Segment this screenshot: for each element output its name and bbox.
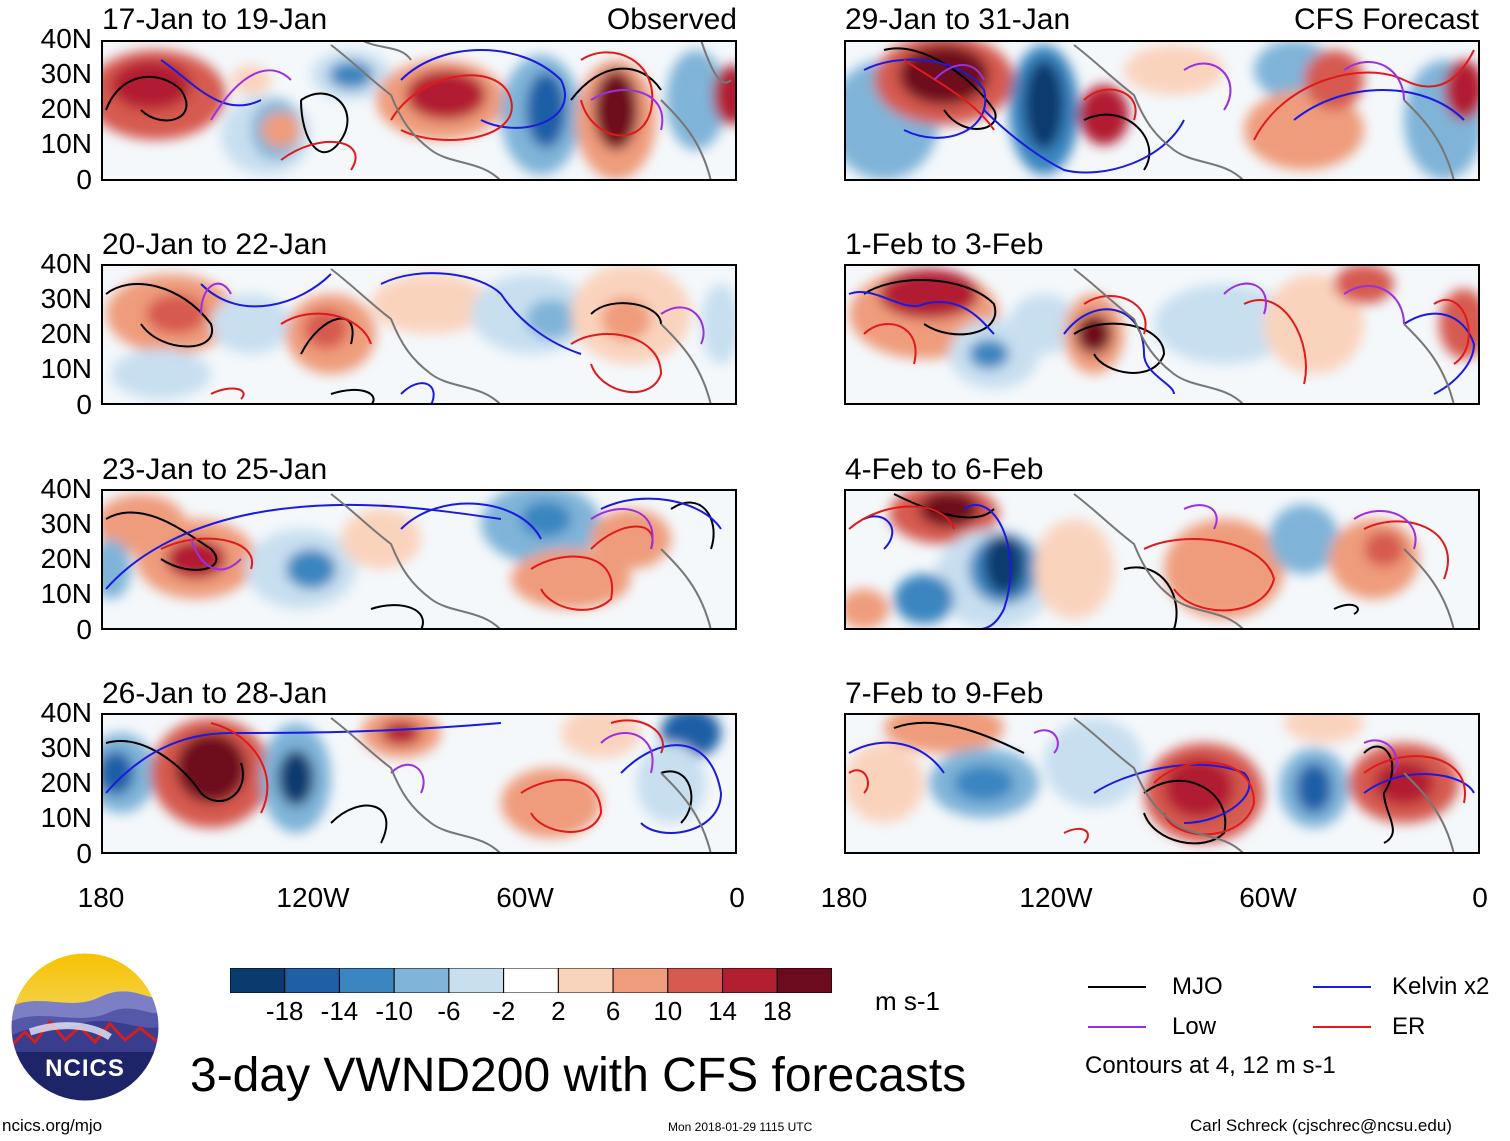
panel-tag-cfs-forecast: CFS Forecast (1293, 3, 1479, 36)
y-tick: 20N (40, 543, 92, 574)
y-tick: 40N (40, 23, 92, 54)
y-tick: 30N (40, 508, 92, 539)
panel-title-r1: 1-Feb to 3-Feb (845, 228, 1044, 261)
colorbar-swatch (338, 968, 395, 993)
footer-url: ncics.org/mjo (2, 1116, 103, 1135)
x-tick: 120W (276, 882, 350, 913)
x-tick: 0 (1472, 882, 1488, 913)
map-panel-l1 (101, 264, 737, 405)
legend-line-er (1313, 1026, 1371, 1028)
colorbar-swatch (667, 968, 724, 993)
x-tick: 180 (77, 882, 125, 913)
panel-title-l3: 26-Jan to 28-Jan (102, 677, 328, 710)
legend-line-kelvin (1313, 986, 1371, 988)
colorbar-label: 2 (551, 996, 566, 1026)
colorbar-label: -6 (437, 996, 461, 1026)
panel-tag-observed: Observed (606, 3, 737, 36)
colorbar-label: -10 (375, 996, 413, 1026)
y-tick: 20N (40, 93, 92, 124)
y-tick: 40N (40, 697, 92, 728)
map-panel-r0 (844, 40, 1480, 181)
colorbar-swatch (557, 968, 614, 993)
y-tick: 0 (76, 614, 92, 645)
footer-author: Carl Schreck (cjschrec@ncsu.edu) (1190, 1116, 1452, 1135)
colorbar-swatch (284, 968, 340, 993)
y-tick: 40N (40, 473, 92, 504)
colorbar-swatch (230, 968, 286, 993)
map-panel-r1 (844, 264, 1480, 405)
map-panel-l3 (101, 713, 737, 854)
x-tick: 0 (729, 882, 745, 913)
legend-label-low: Low (1172, 1013, 1217, 1040)
colorbar-label: -14 (320, 996, 359, 1026)
x-tick: 120W (1019, 882, 1093, 913)
map-panel-l0 (101, 40, 737, 181)
y-tick: 10N (40, 128, 92, 159)
legend-line-low (1088, 1026, 1146, 1028)
y-tick: 0 (76, 838, 92, 869)
colorbar-label: -18 (265, 996, 304, 1026)
y-tick: 0 (76, 389, 92, 420)
x-tick: 60W (1239, 882, 1297, 913)
map-panel-r3 (844, 713, 1480, 854)
panel-title-r2: 4-Feb to 6-Feb (845, 453, 1044, 486)
colorbar-swatch (503, 968, 559, 993)
map-panel-r2 (844, 489, 1480, 630)
panel-title-r3: 7-Feb to 9-Feb (845, 677, 1044, 710)
y-tick: 20N (40, 767, 92, 798)
page-title: 3-day VWND200 with CFS forecasts (190, 1049, 967, 1102)
y-tick: 10N (40, 578, 92, 609)
legend-line-mjo (1088, 986, 1146, 988)
panel-title-l1: 20-Jan to 22-Jan (102, 228, 328, 261)
colorbar (230, 968, 832, 993)
colorbar-swatch (722, 968, 778, 993)
logo-text: NCICS (45, 1055, 125, 1082)
legend-label-mjo: MJO (1172, 973, 1223, 1000)
y-tick: 0 (76, 164, 92, 195)
y-tick: 30N (40, 732, 92, 763)
y-tick: 30N (40, 58, 92, 89)
panel-title-r0: 29-Jan to 31-Jan (845, 3, 1071, 36)
legend-note: Contours at 4, 12 m s-1 (1085, 1052, 1336, 1079)
x-tick: 60W (496, 882, 554, 913)
colorbar-swatch (393, 968, 450, 993)
map-panel-l2 (101, 489, 737, 630)
colorbar-swatch (776, 968, 832, 993)
colorbar-label: 18 (762, 996, 792, 1026)
y-tick: 10N (40, 802, 92, 833)
ncics-logo: NCICS (10, 952, 160, 1102)
colorbar-units: m s-1 (875, 986, 940, 1016)
y-tick: 10N (40, 353, 92, 384)
colorbar-swatch (448, 968, 505, 993)
panel-title-l2: 23-Jan to 25-Jan (102, 453, 328, 486)
x-tick: 180 (820, 882, 868, 913)
panel-title-l0: 17-Jan to 19-Jan (102, 3, 328, 36)
colorbar-label: 10 (653, 996, 683, 1026)
colorbar-swatch (612, 968, 669, 993)
colorbar-label: -2 (492, 996, 516, 1026)
colorbar-label: 6 (605, 996, 621, 1026)
y-tick: 30N (40, 283, 92, 314)
colorbar-label: 14 (708, 996, 737, 1026)
y-tick: 20N (40, 318, 92, 349)
y-tick: 40N (40, 248, 92, 279)
footer-timestamp: Mon 2018-01-29 1115 UTC (668, 1120, 813, 1134)
legend-label-er: ER (1392, 1013, 1426, 1040)
legend-label-kelvin: Kelvin x2 (1392, 973, 1490, 1000)
